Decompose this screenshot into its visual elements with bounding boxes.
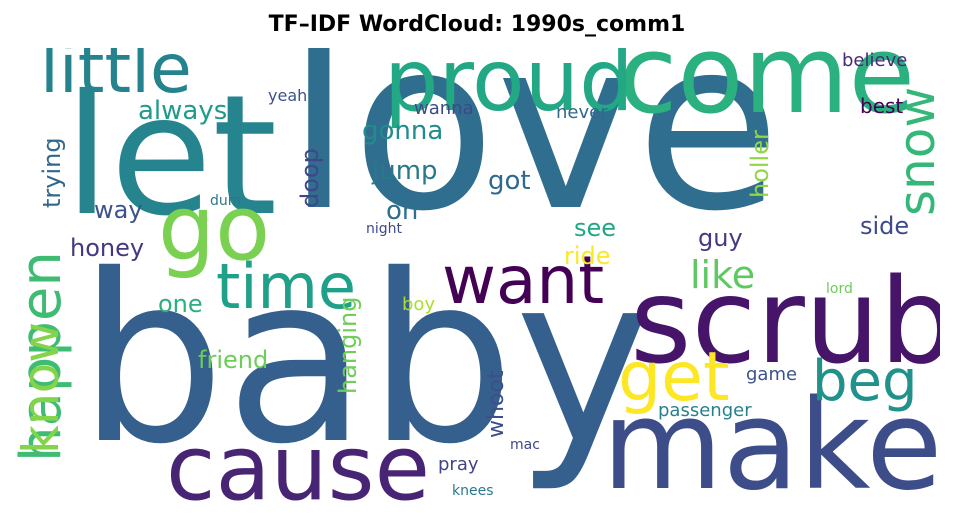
word-baby: baby bbox=[78, 225, 652, 495]
word-way: way bbox=[94, 196, 143, 224]
word-got: got bbox=[488, 166, 531, 196]
word-ride: ride bbox=[564, 242, 611, 270]
word-pray: pray bbox=[438, 454, 479, 475]
word-cause: cause bbox=[166, 416, 430, 512]
word-yeah: yeah bbox=[268, 86, 308, 105]
word-mac: mac bbox=[510, 437, 540, 453]
word-gonna: gonna bbox=[362, 116, 444, 146]
word-boy: boy bbox=[402, 294, 436, 315]
word-doop: doop bbox=[296, 148, 324, 208]
word-know: know bbox=[14, 321, 70, 454]
word-come: come bbox=[618, 48, 916, 138]
word-lord: lord bbox=[826, 281, 853, 297]
word-best: best bbox=[860, 94, 904, 118]
word-side: side bbox=[860, 212, 910, 240]
word-always: always bbox=[138, 96, 228, 126]
word-night: night bbox=[366, 221, 403, 237]
word-jump: jump bbox=[372, 156, 438, 186]
word-wanna: wanna bbox=[414, 98, 474, 119]
word-passenger: passenger bbox=[658, 400, 752, 421]
word-beg: beg bbox=[812, 349, 918, 414]
word-knees: knees bbox=[452, 483, 494, 499]
word-holler: holler bbox=[746, 130, 774, 198]
word-whoot: whoot bbox=[484, 370, 509, 438]
word-game: game bbox=[746, 364, 798, 385]
word-one: one bbox=[158, 290, 203, 318]
word-make: make bbox=[602, 374, 940, 511]
word-get: get bbox=[618, 338, 730, 417]
word-believe: believe bbox=[842, 50, 908, 71]
word-love: love bbox=[286, 48, 781, 263]
word-friend: friend bbox=[198, 346, 269, 374]
word-honey: honey bbox=[70, 234, 145, 262]
word-like: like bbox=[690, 253, 756, 297]
word-hanging: hanging bbox=[334, 296, 362, 394]
word-little: little bbox=[40, 48, 192, 109]
word-never: never bbox=[556, 102, 608, 123]
word-want: want bbox=[442, 242, 605, 319]
word-scrub: scrub bbox=[630, 252, 940, 390]
word-trying: trying bbox=[38, 137, 66, 208]
word-dum: dum bbox=[210, 193, 242, 209]
chart-title: TF–IDF WordCloud: 1990s_comm1 bbox=[268, 12, 686, 37]
word-proud: proud bbox=[384, 48, 634, 131]
word-time: time bbox=[216, 250, 357, 323]
word-see: see bbox=[574, 214, 617, 242]
word-oh: oh bbox=[386, 196, 419, 226]
word-guy: guy bbox=[698, 224, 743, 252]
word-cloud: love baby let make scrub come cause prou… bbox=[14, 48, 940, 511]
word-let: let bbox=[64, 60, 278, 253]
word-go: go bbox=[158, 176, 271, 281]
